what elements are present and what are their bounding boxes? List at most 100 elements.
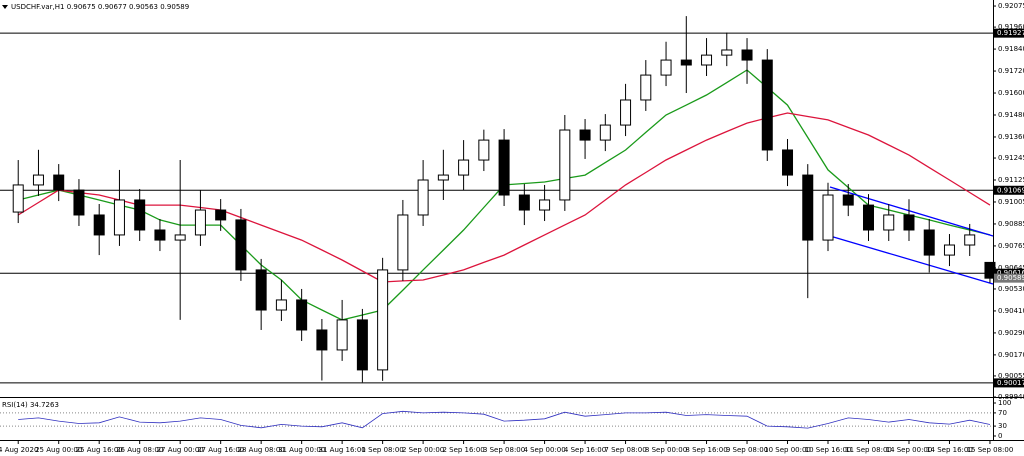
x-tick-label: 26 Aug 08:00 — [116, 446, 163, 454]
candle-body — [437, 174, 449, 181]
candle-body — [701, 54, 713, 66]
last-price-box — [994, 273, 1024, 283]
x-tick-label: 4 Aug 2020 — [0, 446, 38, 454]
candle-body — [356, 319, 368, 371]
x-tick-label: 27 Aug 16:00 — [197, 446, 244, 454]
x-tick-label: 10 Sep 00:00 — [764, 446, 811, 454]
y-tick-label: 0.90645 — [998, 264, 1024, 272]
x-tick-label: 25 Aug 16:00 — [76, 446, 123, 454]
x-tick-label: 27 Aug 00:00 — [157, 446, 204, 454]
x-tick-label: 31 Aug 00:00 — [278, 446, 325, 454]
candle-body — [620, 99, 632, 126]
candle-body — [93, 214, 105, 236]
rsi-tick-label: 70 — [998, 409, 1007, 417]
x-tick-label: 2 Sep 00:00 — [402, 446, 444, 454]
x-tick-label: 7 Sep 08:00 — [604, 446, 646, 454]
candle-body — [275, 299, 287, 311]
x-tick-label: 8 Sep 16:00 — [685, 446, 727, 454]
candle-body — [741, 49, 753, 61]
y-tick-label: 0.90765 — [998, 242, 1024, 250]
level-label: 0.90017 — [997, 379, 1024, 387]
y-tick-label: 0.90885 — [998, 220, 1024, 228]
candle-body — [721, 49, 733, 56]
header-arrow — [2, 5, 8, 9]
y-tick-label: 0.89940 — [998, 393, 1024, 401]
y-tick-label: 0.90055 — [998, 372, 1024, 380]
level-box — [994, 185, 1024, 195]
candle-body — [782, 149, 794, 176]
candle-body — [862, 204, 874, 231]
x-tick-label: 10 Sep 16:00 — [805, 446, 852, 454]
candle-body — [377, 269, 389, 371]
candle-body — [235, 219, 247, 271]
x-tick-label: 14 Sep 16:00 — [926, 446, 973, 454]
candle-body — [174, 234, 186, 241]
channel-line — [829, 186, 994, 237]
candle-body — [296, 299, 308, 331]
candle-body — [599, 124, 611, 141]
candle-body — [32, 174, 44, 186]
y-tick-label: 0.91245 — [998, 154, 1024, 162]
x-tick-label: 3 Sep 08:00 — [483, 446, 525, 454]
level-label: 0.91069 — [997, 186, 1024, 194]
candle-body — [943, 244, 955, 256]
x-tick-label: 31 Aug 16:00 — [319, 446, 366, 454]
candle-body — [215, 209, 227, 221]
candle-body — [316, 329, 328, 351]
candle-body — [660, 59, 672, 76]
rsi-tick-label: 0 — [998, 432, 1002, 440]
candle-body — [923, 229, 935, 256]
candle-body — [53, 174, 65, 191]
candle-body — [518, 194, 530, 211]
candle-body — [640, 74, 652, 101]
candle-body — [336, 319, 348, 351]
candle-body — [478, 139, 490, 161]
candle-body — [903, 214, 915, 231]
x-tick-label: 9 Sep 08:00 — [726, 446, 768, 454]
level-box — [994, 378, 1024, 388]
x-tick-label: 8 Sep 00:00 — [645, 446, 687, 454]
last-price-label: 0.90589 — [997, 274, 1024, 282]
candle-body — [397, 214, 409, 271]
candle-body — [498, 139, 510, 196]
rsi-tick-label: 30 — [998, 422, 1007, 430]
candle-body — [984, 261, 996, 279]
x-tick-label: 28 Aug 08:00 — [238, 446, 285, 454]
x-tick-label: 2 Sep 16:00 — [442, 446, 484, 454]
candle-body — [883, 214, 895, 231]
level-box — [994, 28, 1024, 38]
rsi-title: RSI(14) 34.7263 — [2, 401, 59, 409]
x-tick-label: 4 Sep 16:00 — [564, 446, 606, 454]
chart-title: USDCHF.var,H1 0.90675 0.90677 0.90563 0.… — [11, 3, 189, 11]
y-tick-label: 0.92075 — [998, 2, 1024, 10]
candle-body — [761, 59, 773, 151]
rsi-line — [18, 410, 991, 429]
candle-body — [539, 199, 551, 211]
candle-body — [12, 184, 24, 213]
candle-body — [802, 174, 814, 241]
candle-body — [559, 129, 571, 201]
candle-body — [417, 179, 429, 216]
level-label: 0.90616 — [997, 269, 1024, 277]
channel-line — [829, 235, 994, 285]
candle-body — [680, 59, 692, 66]
x-tick-label: 14 Sep 00:00 — [886, 446, 933, 454]
x-tick-label: 11 Sep 08:00 — [845, 446, 892, 454]
x-tick-label: 1 Sep 08:00 — [361, 446, 403, 454]
x-tick-label: 4 Sep 00:00 — [523, 446, 565, 454]
candle-body — [579, 129, 591, 141]
level-label: 0.91927 — [997, 29, 1024, 37]
candle-body — [113, 199, 125, 236]
candle-body — [73, 189, 85, 216]
rsi-tick-label: 100 — [998, 399, 1011, 407]
